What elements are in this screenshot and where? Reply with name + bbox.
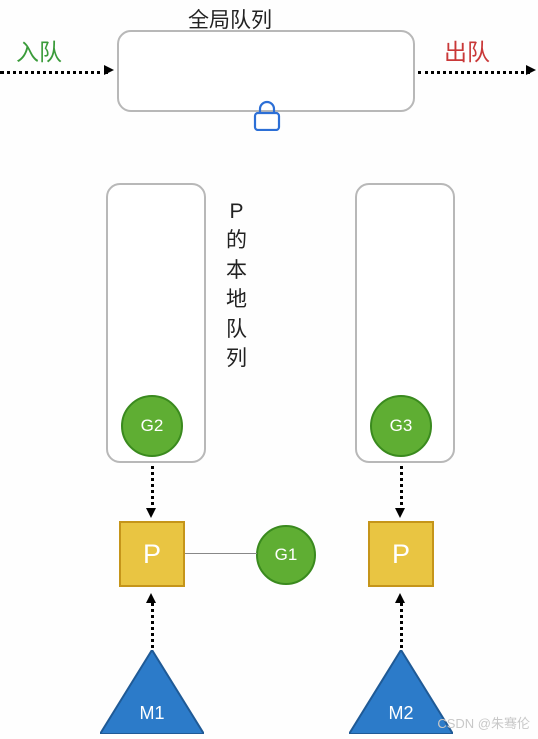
p-label-left: P (143, 539, 161, 570)
arrow-queue-to-p-right (400, 466, 403, 511)
p-label-right: P (392, 539, 410, 570)
edge-p-g1 (185, 553, 257, 554)
arrow-m-to-p-right (400, 603, 403, 648)
g1-label: G1 (275, 545, 298, 565)
enqueue-arrow-head (104, 65, 114, 75)
arrow-queue-to-p-left-head (146, 508, 156, 518)
vchar: 队 (226, 315, 247, 344)
arrow-m-to-p-right-head (395, 593, 405, 603)
arrow-queue-to-p-left (151, 466, 154, 511)
m1-label: M1 (100, 703, 204, 724)
p-node-left: P (119, 521, 185, 587)
enqueue-label: 入队 (16, 33, 62, 67)
g1-node: G1 (256, 525, 316, 585)
dequeue-arrow-line (418, 71, 530, 74)
arrow-m-to-p-left-head (146, 593, 156, 603)
local-queue-vertical-label: P 的 本 地 队 列 (226, 197, 247, 373)
dequeue-label: 出队 (444, 33, 490, 67)
lock-icon (250, 99, 284, 136)
enqueue-arrow-line (0, 71, 108, 74)
vchar: 的 (226, 226, 247, 255)
watermark: CSDN @朱骞伦 (437, 713, 530, 732)
g2-node: G2 (121, 395, 183, 457)
g3-label: G3 (390, 416, 413, 436)
p-node-right: P (368, 521, 434, 587)
arrow-m-to-p-left (151, 603, 154, 648)
vchar: 本 (226, 256, 247, 285)
m1-node: M1 (100, 650, 204, 739)
arrow-queue-to-p-right-head (395, 508, 405, 518)
vchar: P (229, 197, 243, 226)
vchar: 地 (226, 285, 247, 314)
g2-label: G2 (141, 416, 164, 436)
g3-node: G3 (370, 395, 432, 457)
dequeue-arrow-head (526, 65, 536, 75)
vchar: 列 (226, 344, 247, 373)
